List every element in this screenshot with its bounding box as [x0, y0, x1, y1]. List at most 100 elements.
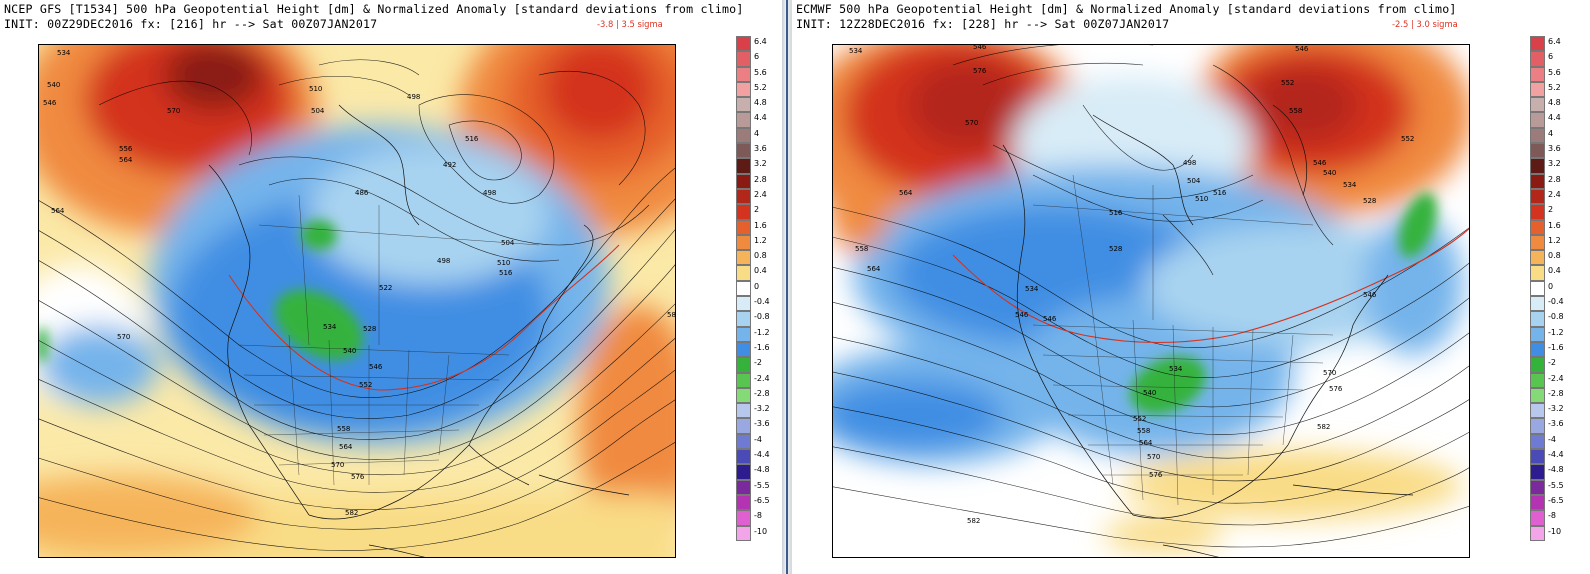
legend-label: 5.6 [754, 67, 767, 77]
contour-label: 582 [345, 509, 358, 517]
legend-swatch: 3.6 [736, 143, 767, 159]
legend-label: 3.2 [1548, 159, 1561, 169]
ecmwf-title: ECMWF 500 hPa Geopotential Height [dm] &… [796, 2, 1457, 31]
legend-label: -5.5 [754, 480, 770, 490]
legend-label: 2 [1548, 205, 1554, 215]
legend-swatch: -3.2 [1530, 403, 1564, 419]
legend-swatch: -4 [736, 433, 762, 450]
legend-swatch: 6 [1530, 51, 1553, 67]
legend-label: 0.4 [754, 266, 767, 276]
legend-label: -5.5 [1548, 480, 1564, 490]
contour-label: 552 [359, 381, 372, 389]
contour-label: 552 [1401, 135, 1414, 143]
contour-label: 534 [1025, 285, 1039, 293]
legend-label: -3.2 [1548, 404, 1564, 414]
legend-swatch: 0 [1530, 280, 1553, 297]
legend-label: 0 [754, 281, 760, 291]
contour-label: 540 [47, 81, 60, 89]
legend-label: -4 [754, 434, 762, 444]
legend-swatch: 0.8 [736, 250, 767, 266]
gfs-map-canvas: 534 540 546 570 564 556 564 510 504 498 … [39, 45, 675, 557]
legend-label: -4.4 [754, 450, 770, 460]
legend-swatch: 4 [1530, 127, 1553, 144]
legend-label: -2.4 [754, 373, 770, 383]
contour-label: 516 [1109, 209, 1123, 217]
contour-label: 510 [497, 259, 510, 267]
contour-label: 546 [1043, 315, 1057, 323]
legend-swatch: -10 [1530, 525, 1561, 541]
legend-label: -4.8 [754, 465, 770, 475]
contour-label: 540 [1143, 389, 1156, 397]
contour-label: 546 [1015, 311, 1029, 319]
legend-swatch: -2.4 [736, 372, 770, 388]
contour-label: 556 [119, 145, 133, 153]
legend-swatch: 1.6 [1530, 219, 1561, 235]
legend-label: 0.8 [754, 251, 767, 261]
gfs-sigma-range: -3.8 | 3.5 sigma [597, 19, 663, 29]
legend-swatch: 5.6 [736, 66, 767, 82]
contour-label: 564 [119, 156, 133, 164]
contour-label: 504 [501, 239, 515, 247]
contour-label: 534 [323, 323, 337, 331]
legend-label: 4.8 [754, 98, 767, 108]
legend-swatch: -3.6 [736, 418, 770, 434]
legend-label: -1.6 [754, 342, 770, 352]
legend-swatch: 2 [736, 204, 759, 220]
legend-label: -2 [754, 358, 762, 368]
legend-label: 0.4 [1548, 266, 1561, 276]
contour-label: 504 [1187, 177, 1201, 185]
legend-label: 4 [754, 128, 760, 138]
contour-label: 498 [483, 189, 496, 197]
contour-label: 552 [1281, 79, 1294, 87]
legend-swatch: -10 [736, 525, 767, 541]
ecmwf-map: 534 546 576 570 564 558 564 546 552 558 … [832, 44, 1470, 558]
legend-swatch: 3.2 [736, 158, 767, 174]
contour-label: 534 [1343, 181, 1357, 189]
contour-label: 564 [1139, 439, 1153, 447]
contour-label: 546 [973, 45, 987, 51]
contour-label: 534 [1169, 365, 1183, 373]
gfs-panel: NCEP GFS [T1534] 500 hPa Geopotential He… [0, 0, 782, 574]
legend-swatch: -2 [1530, 357, 1556, 373]
legend-label: -2.8 [1548, 388, 1564, 398]
contour-label: 498 [1183, 159, 1196, 167]
legend-label: 2.8 [754, 174, 767, 184]
gfs-contour-labels: 534 540 546 570 564 556 564 510 504 498 … [43, 49, 675, 517]
gfs-map: 534 540 546 570 564 556 564 510 504 498 … [38, 44, 676, 558]
legend-swatch: -2.4 [1530, 372, 1564, 388]
contour-label: 546 [369, 363, 383, 371]
legend-label: 0 [1548, 281, 1554, 291]
contour-label: 486 [355, 189, 369, 197]
legend-label: 5.2 [1548, 82, 1561, 92]
contour-label: 558 [337, 425, 350, 433]
contour-label: 570 [965, 119, 978, 127]
legend-swatch: 5.2 [1530, 81, 1561, 98]
legend-swatch: -4.4 [736, 449, 770, 465]
legend-swatch: -0.8 [1530, 311, 1564, 327]
legend-label: -3.6 [1548, 419, 1564, 429]
legend-swatch: -6.5 [1530, 494, 1564, 511]
contour-label: 58 [667, 311, 675, 319]
contour-label: 522 [379, 284, 392, 292]
contour-label: 528 [363, 325, 376, 333]
contour-label: 564 [51, 207, 65, 215]
contour-label: 558 [855, 245, 868, 253]
contour-label: 576 [1149, 471, 1163, 479]
contour-label: 540 [343, 347, 356, 355]
legend-label: -1.2 [754, 327, 770, 337]
legend-swatch: -2.8 [1530, 387, 1564, 404]
legend-swatch: -4.8 [1530, 464, 1564, 480]
legend-label: -0.4 [1548, 297, 1564, 307]
ecmwf-map-canvas: 534 546 576 570 564 558 564 546 552 558 … [833, 45, 1469, 557]
legend-label: -0.4 [754, 297, 770, 307]
legend-label: -1.2 [1548, 327, 1564, 337]
legend-swatch: -0.8 [736, 311, 770, 327]
contour-label: 570 [1147, 453, 1160, 461]
legend-swatch: -6.5 [736, 494, 770, 511]
legend-label: 4.8 [1548, 98, 1561, 108]
legend-swatch: 4.4 [1530, 112, 1561, 128]
contour-label: 516 [499, 269, 513, 277]
legend-label: -2.4 [1548, 373, 1564, 383]
legend-swatch: -0.4 [1530, 296, 1564, 312]
legend-label: 6 [1548, 52, 1554, 62]
